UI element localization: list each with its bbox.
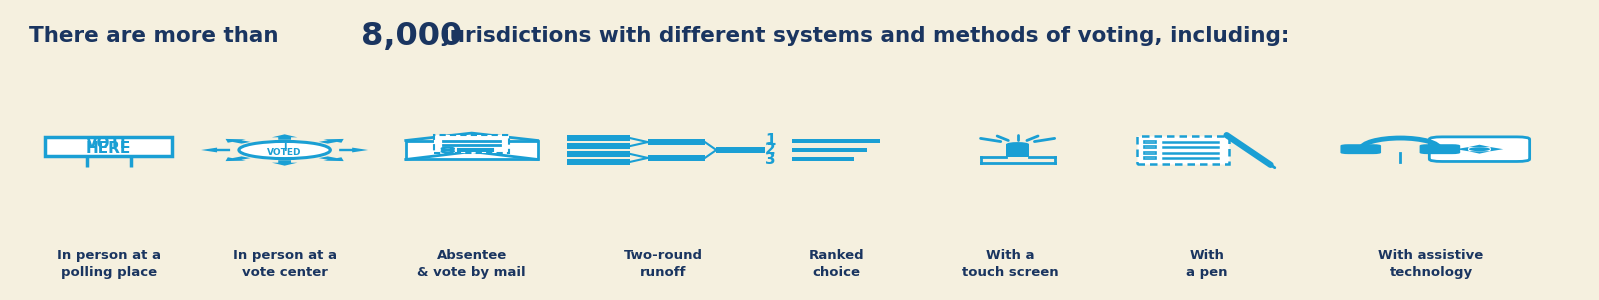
FancyBboxPatch shape (566, 159, 630, 165)
Polygon shape (1455, 147, 1468, 151)
Text: HERE: HERE (86, 141, 131, 156)
Text: 2: 2 (764, 142, 776, 158)
Polygon shape (318, 156, 344, 161)
Circle shape (441, 148, 454, 150)
Polygon shape (225, 156, 251, 161)
FancyBboxPatch shape (1137, 136, 1230, 164)
Text: jurisdictions with different systems and methods of voting, including:: jurisdictions with different systems and… (435, 26, 1289, 46)
Polygon shape (339, 148, 368, 152)
FancyBboxPatch shape (1145, 152, 1156, 154)
Text: VOTE: VOTE (86, 136, 131, 151)
Text: With assistive
technology: With assistive technology (1378, 249, 1484, 279)
FancyBboxPatch shape (1430, 137, 1530, 161)
Text: Two-round
runoff: Two-round runoff (624, 249, 704, 279)
FancyBboxPatch shape (45, 137, 173, 156)
Text: 8,000: 8,000 (361, 20, 462, 52)
FancyBboxPatch shape (793, 148, 867, 152)
FancyBboxPatch shape (1145, 157, 1156, 159)
Text: 1: 1 (764, 134, 776, 148)
Polygon shape (318, 139, 344, 144)
FancyBboxPatch shape (435, 135, 508, 153)
FancyBboxPatch shape (1145, 141, 1156, 143)
Circle shape (441, 150, 454, 152)
Wedge shape (1006, 142, 1030, 144)
FancyBboxPatch shape (1145, 146, 1156, 148)
Polygon shape (272, 134, 297, 140)
Polygon shape (1490, 147, 1503, 151)
FancyBboxPatch shape (566, 151, 630, 157)
Polygon shape (1468, 151, 1490, 154)
Text: With
a pen: With a pen (1186, 249, 1228, 279)
Polygon shape (225, 139, 251, 144)
Text: Ranked
choice: Ranked choice (809, 249, 863, 279)
Text: I: I (283, 143, 286, 153)
FancyBboxPatch shape (1340, 144, 1382, 154)
FancyBboxPatch shape (648, 155, 705, 161)
FancyBboxPatch shape (716, 147, 764, 153)
Text: With a
touch screen: With a touch screen (963, 249, 1059, 279)
Polygon shape (1006, 144, 1030, 158)
Polygon shape (201, 148, 230, 152)
FancyBboxPatch shape (566, 135, 630, 141)
Text: VOTED: VOTED (267, 148, 302, 157)
FancyBboxPatch shape (648, 139, 705, 145)
FancyBboxPatch shape (793, 139, 879, 143)
Polygon shape (1468, 145, 1490, 147)
Circle shape (1469, 147, 1490, 151)
Circle shape (238, 141, 331, 159)
Text: In person at a
polling place: In person at a polling place (56, 249, 161, 279)
Polygon shape (272, 160, 297, 166)
FancyBboxPatch shape (566, 143, 630, 149)
Text: In person at a
vote center: In person at a vote center (232, 249, 337, 279)
FancyBboxPatch shape (793, 157, 854, 161)
Text: 3: 3 (764, 152, 776, 166)
Text: Absentee
& vote by mail: Absentee & vote by mail (417, 249, 526, 279)
Text: There are more than: There are more than (29, 26, 286, 46)
FancyBboxPatch shape (1420, 144, 1460, 154)
FancyBboxPatch shape (406, 140, 537, 160)
